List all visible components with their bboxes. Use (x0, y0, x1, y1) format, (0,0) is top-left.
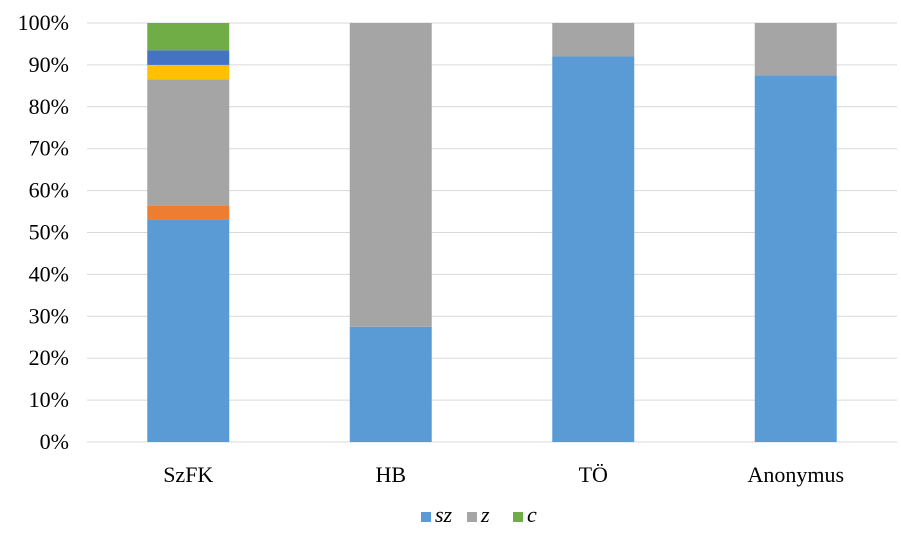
legend-label-z: z (480, 502, 490, 527)
bar-segment-series-1 (147, 205, 230, 220)
legend-swatch-sz (421, 512, 431, 522)
y-axis-tick-labels: 0% 10% 20% 30% 40% 50% 60% 70% 80% 90% 100% (18, 10, 69, 454)
y-tick-label: 0% (40, 429, 69, 454)
y-tick-label: 20% (29, 345, 69, 370)
bar-segment-sz (754, 75, 837, 442)
y-tick-label: 70% (29, 136, 69, 161)
bar-segment-c (147, 23, 230, 51)
bar-segment-series-4 (147, 50, 230, 65)
x-tick-label: HB (375, 462, 406, 487)
bars (147, 23, 837, 443)
y-tick-label: 100% (18, 10, 69, 35)
bar-segment-z (754, 23, 837, 76)
bar-segment-series-3 (147, 64, 230, 80)
legend: sz z c (421, 502, 537, 527)
legend-swatch-z (467, 512, 477, 522)
y-tick-label: 30% (29, 303, 69, 328)
bar-segment-z (147, 79, 230, 206)
y-tick-label: 50% (29, 220, 69, 245)
y-tick-label: 40% (29, 261, 69, 286)
legend-label-c: c (527, 502, 537, 527)
x-tick-label: TÖ (579, 462, 608, 487)
legend-label-sz: sz (435, 502, 453, 527)
bar-segment-z (349, 23, 432, 327)
x-tick-label: SzFK (163, 462, 213, 487)
x-tick-label: Anonymus (747, 462, 844, 487)
bar-segment-z (552, 23, 635, 57)
y-tick-label: 10% (29, 387, 69, 412)
y-tick-label: 80% (29, 94, 69, 119)
bar-segment-sz (552, 56, 635, 443)
legend-swatch-c (513, 512, 523, 522)
y-tick-label: 90% (29, 52, 69, 77)
bar-segment-sz (349, 326, 432, 442)
x-axis-category-labels: SzFK HB TÖ Anonymus (163, 462, 844, 487)
y-tick-label: 60% (29, 178, 69, 203)
bar-segment-sz (147, 219, 230, 442)
